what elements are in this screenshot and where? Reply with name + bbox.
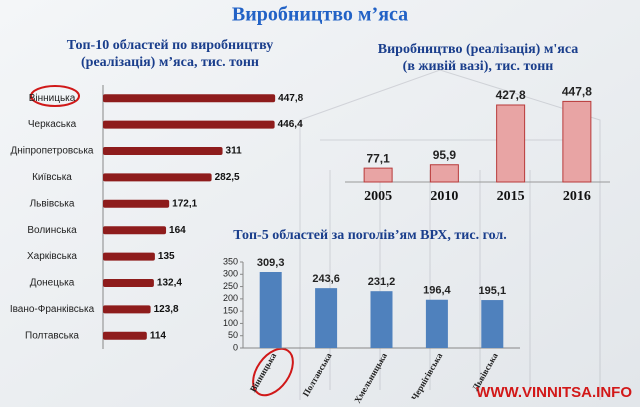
category-label: Дніпропетровська xyxy=(11,146,94,157)
category-label: 2010 xyxy=(430,189,458,204)
category-label: Львівська xyxy=(30,198,75,209)
bar xyxy=(496,104,526,183)
value-label: 311 xyxy=(226,146,243,157)
category-label: Донецька xyxy=(30,278,75,289)
value-label: 123,8 xyxy=(154,304,179,315)
bar xyxy=(481,300,504,348)
y-tick-label: 100 xyxy=(223,318,238,328)
bar xyxy=(259,272,282,348)
value-label: 195,1 xyxy=(479,285,507,297)
watermark: WWW.VINNITSA.INFO xyxy=(476,384,632,401)
chart-title: Виробництво (реалізація) м'яса xyxy=(378,42,578,57)
chart-title: (в живій вазі), тис. тонн xyxy=(403,59,554,74)
y-tick-label: 150 xyxy=(223,306,238,316)
y-tick-label: 250 xyxy=(223,281,238,291)
bar xyxy=(363,167,393,183)
y-tick-label: 300 xyxy=(223,269,238,279)
y-tick-label: 350 xyxy=(223,256,238,266)
bar xyxy=(103,279,154,287)
value-label: 447,8 xyxy=(278,93,303,104)
value-label: 114 xyxy=(150,330,167,341)
category-label: 2016 xyxy=(563,189,591,204)
value-label: 427,8 xyxy=(496,88,526,102)
building-backdrop xyxy=(299,69,601,400)
category-label: 2005 xyxy=(364,189,392,204)
bar xyxy=(103,331,147,340)
y-tick-label: 50 xyxy=(228,330,238,340)
value-label: 243,6 xyxy=(312,273,340,285)
bar xyxy=(370,291,393,348)
value-label: 447,8 xyxy=(562,85,592,99)
y-tick-label: 0 xyxy=(233,342,238,352)
chart-title: Топ-5 областей за поголів’ям ВРХ, тис. г… xyxy=(233,228,507,243)
value-label: 446,4 xyxy=(278,119,303,130)
bar xyxy=(315,288,338,348)
value-label: 231,2 xyxy=(368,276,396,288)
category-label: Київська xyxy=(32,172,72,183)
category-label: Харківська xyxy=(27,251,77,262)
bar xyxy=(103,94,276,103)
category-label: Волинська xyxy=(27,225,77,236)
value-label: 196,4 xyxy=(423,285,451,297)
bar xyxy=(425,299,448,348)
bar xyxy=(103,173,212,182)
bar xyxy=(103,120,275,129)
bar xyxy=(103,305,151,314)
value-label: 282,5 xyxy=(215,172,240,183)
bar xyxy=(103,147,223,155)
bar xyxy=(103,199,170,208)
category-label: Вінницька xyxy=(29,93,76,104)
bar xyxy=(562,100,592,183)
value-label: 95,9 xyxy=(433,148,457,162)
bar xyxy=(103,226,167,235)
page-title: Виробництво м’яса xyxy=(232,4,408,26)
category-label: Черкаська xyxy=(28,119,77,130)
bar xyxy=(429,164,459,183)
value-label: 132,4 xyxy=(157,278,182,289)
category-label: 2015 xyxy=(497,189,525,204)
highlight-ring xyxy=(252,347,294,397)
value-label: 309,3 xyxy=(257,257,285,269)
value-label: 135 xyxy=(158,251,175,262)
bar xyxy=(103,252,155,261)
value-label: 164 xyxy=(169,225,186,236)
category-label: Івано-Франківська xyxy=(10,304,95,315)
category-label: Полтавська xyxy=(25,330,79,341)
y-tick-label: 200 xyxy=(223,293,238,303)
highlight-ring xyxy=(30,85,80,107)
chart-title: Топ-10 областей по виробництву xyxy=(67,38,273,53)
chart-title: (реалізація) м’яса, тис. тонн xyxy=(81,55,259,70)
value-label: 77,1 xyxy=(366,151,390,165)
value-label: 172,1 xyxy=(172,198,197,209)
